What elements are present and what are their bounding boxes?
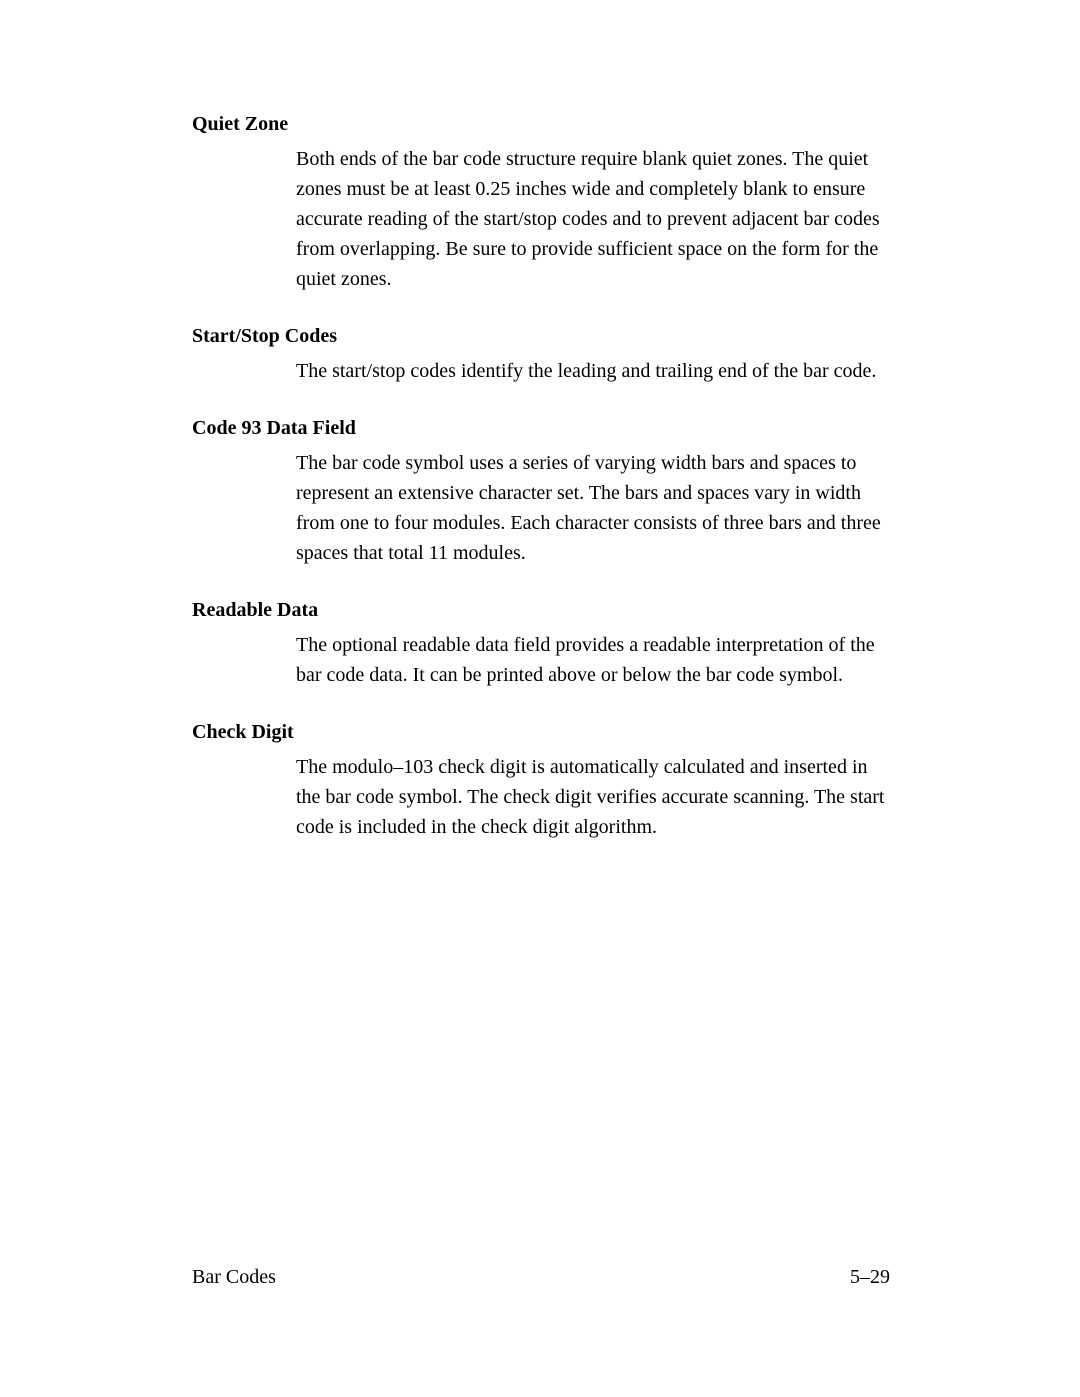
- section-body: The modulo–103 check digit is automatica…: [192, 752, 890, 842]
- footer-page-number: 5–29: [850, 1266, 890, 1289]
- section-heading: Code 93 Data Field: [192, 414, 890, 442]
- section-check-digit: Check Digit The modulo–103 check digit i…: [192, 718, 890, 842]
- page-footer: Bar Codes 5–29: [192, 1266, 890, 1289]
- section-body: Both ends of the bar code structure requ…: [192, 144, 890, 294]
- section-body: The start/stop codes identify the leadin…: [192, 356, 890, 386]
- section-heading: Start/Stop Codes: [192, 322, 890, 350]
- section-body: The bar code symbol uses a series of var…: [192, 448, 890, 568]
- page-content: Quiet Zone Both ends of the bar code str…: [0, 0, 1080, 842]
- footer-chapter-title: Bar Codes: [192, 1266, 276, 1289]
- section-heading: Quiet Zone: [192, 110, 890, 138]
- section-quiet-zone: Quiet Zone Both ends of the bar code str…: [192, 110, 890, 294]
- section-body: The optional readable data field provide…: [192, 630, 890, 690]
- section-start-stop-codes: Start/Stop Codes The start/stop codes id…: [192, 322, 890, 386]
- section-readable-data: Readable Data The optional readable data…: [192, 596, 890, 690]
- section-heading: Readable Data: [192, 596, 890, 624]
- section-code-93-data-field: Code 93 Data Field The bar code symbol u…: [192, 414, 890, 568]
- section-heading: Check Digit: [192, 718, 890, 746]
